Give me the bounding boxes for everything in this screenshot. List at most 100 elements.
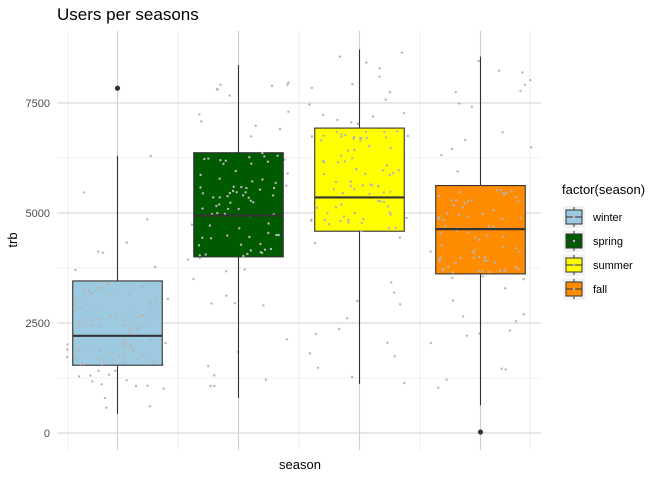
jitter-point [310,86,314,90]
jitter-point [267,231,270,235]
jitter-point [336,118,339,122]
jitter-point [510,190,513,193]
jitter-point [481,275,484,278]
jitter-point [105,406,108,409]
jitter-point [378,67,381,70]
jitter-point [155,298,158,302]
jitter-point [146,384,149,387]
jitter-point [234,169,237,173]
jitter-point [226,195,229,198]
jitter-point [108,292,111,296]
jitter-point [501,131,504,134]
jitter-point [342,215,346,218]
jitter-point [465,334,468,337]
jitter-point [270,84,274,87]
jitter-point [429,341,432,345]
jitter-point [264,378,268,381]
jitter-point [515,196,518,199]
jitter-point [219,159,222,162]
jitter-point [364,172,367,176]
jitter-point [198,113,201,116]
jitter-point [483,256,487,259]
jitter-point [209,237,213,240]
jitter-point [190,223,194,226]
jitter-point [504,368,507,371]
jitter-point [477,269,480,272]
jitter-point [121,318,125,322]
jitter-point [466,231,470,234]
jitter-point [450,199,453,202]
jitter-point [197,244,201,247]
jitter-point [154,265,157,269]
jitter-point [347,221,350,224]
legend-label: spring [593,236,623,248]
jitter-point [252,201,255,204]
jitter-point [219,83,222,86]
legend-label: summer [593,260,633,272]
jitter-point [75,357,79,361]
jitter-point [201,207,204,210]
jitter-point [166,297,170,301]
chart-title: Users per seasons [57,5,199,24]
jitter-point [377,199,380,203]
jitter-point [74,268,77,272]
jitter-point [470,105,474,108]
jitter-point [487,225,491,228]
jitter-point [250,135,253,138]
jitter-point [103,359,106,363]
y-axis-ticks: 0 2500 5000 7500 [26,98,50,440]
jitter-point [249,199,253,202]
jitter-point [107,373,111,376]
jitter-point [99,325,103,328]
jitter-point [258,188,262,191]
jitter-point [148,405,152,408]
jitter-point [121,342,124,346]
jitter-point [398,303,402,306]
jitter-point [396,130,399,133]
jitter-point [353,148,356,152]
jitter-point [503,268,507,272]
jitter-point [458,191,461,194]
jitter-point [472,251,475,254]
jitter-point [338,327,341,331]
jitter-point [243,268,246,271]
jitter-point [361,184,364,187]
jitter-point [349,180,353,183]
jitter-point [385,164,389,167]
jitter-point [485,234,488,237]
jitter-point [519,89,522,93]
jitter-point [251,180,254,183]
jitter-point [343,160,346,163]
jitter-point [492,225,495,228]
jitter-point [310,219,313,222]
jitter-point [250,162,253,165]
y-tick-label: 5000 [26,208,50,220]
jitter-point [365,136,369,140]
jitter-point [481,270,484,273]
jitter-point [519,217,522,220]
jitter-point [100,383,103,386]
jitter-point [151,361,155,364]
legend-key-point [572,215,576,219]
jitter-point [444,225,447,228]
jitter-point [101,286,104,289]
jitter-point [447,265,450,268]
jitter-point [455,199,458,202]
jitter-point [262,304,265,307]
jitter-point [326,212,329,215]
jitter-point [497,69,501,72]
jitter-point [353,211,356,215]
jitter-point [141,285,144,288]
jitter-point [456,170,459,173]
jitter-point [402,112,406,115]
jitter-point [461,206,464,209]
jitter-point [101,363,104,366]
jitter-point [124,339,127,342]
jitter-point [129,344,133,348]
jitter-point [201,192,205,195]
jitter-point [365,61,368,64]
jitter-point [66,355,69,359]
jitter-point [150,307,153,310]
jitter-point [381,169,385,172]
jitter-point [142,314,145,317]
